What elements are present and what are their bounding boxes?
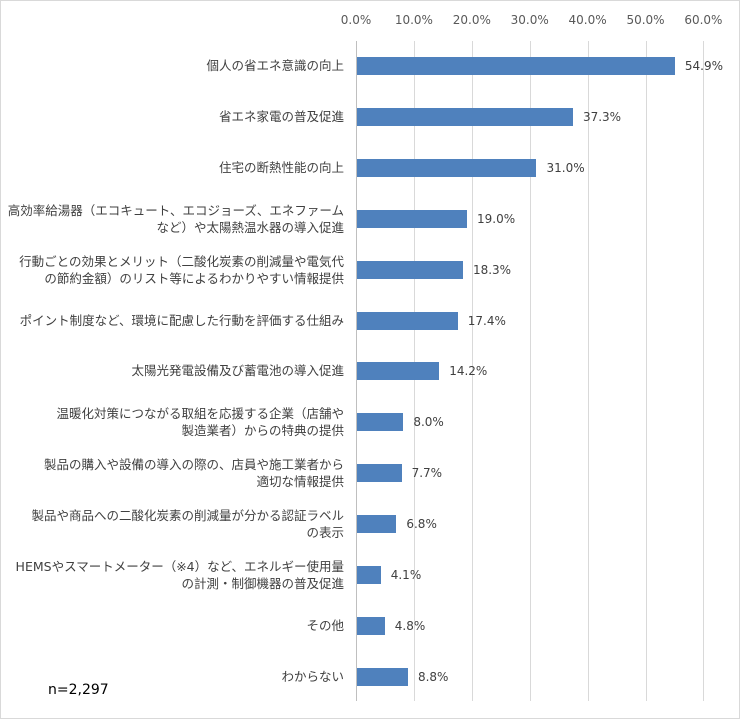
value-label: 7.7%: [411, 466, 443, 481]
x-tick-label: 20.0%: [452, 13, 491, 27]
category-label: 高効率給湯器（エコキュート、エコジョーズ、エネファーム など）や太陽熱温水器の導入…: [7, 202, 344, 235]
value-label: 19.0%: [477, 211, 516, 226]
value-label: 8.0%: [413, 415, 444, 430]
value-label: 8.8%: [417, 669, 449, 684]
bar: [357, 260, 463, 279]
bar: [357, 311, 458, 330]
gridline: [703, 41, 704, 701]
bar: [357, 566, 381, 584]
gridline: [472, 41, 473, 701]
x-tick-label: 30.0%: [510, 13, 549, 27]
category-label: 製品や商品への二酸化炭素の削減量が分かる認証ラベル の表示: [31, 508, 344, 541]
value-label: 6.8%: [406, 517, 437, 532]
value-label: 4.8%: [394, 618, 426, 633]
value-label: 17.4%: [467, 313, 506, 328]
category-label: 太陽光発電設備及び蓄電池の導入促進: [131, 363, 344, 379]
gridline: [588, 41, 589, 701]
bar: [357, 616, 385, 635]
bar: [357, 515, 397, 534]
bar: [357, 57, 675, 75]
x-tick-label: 40.0%: [568, 13, 607, 27]
sample-size-note: n=2,297: [48, 682, 109, 698]
value-label: 31.0%: [546, 160, 585, 175]
value-label: 4.1%: [390, 568, 422, 582]
category-label: その他: [306, 617, 344, 633]
bar: [357, 464, 402, 483]
category-label: 製品の購入や設備の導入の際の、店員や施工業者から 適切な情報提供: [43, 457, 344, 490]
y-axis-line: [356, 41, 357, 701]
bar: [357, 209, 467, 228]
gridline: [530, 41, 531, 701]
value-label: 18.3%: [472, 262, 512, 277]
bar: [357, 362, 440, 381]
bar: [357, 158, 537, 177]
category-label: わからない: [281, 668, 344, 684]
x-tick-label: 10.0%: [394, 13, 433, 27]
x-tick-label: 50.0%: [626, 13, 665, 27]
category-label: HEMSやスマートメーター（※4）など、エネルギー使用量 の計測・制御機器の普及促…: [15, 559, 344, 591]
bar: [357, 667, 408, 686]
category-label: 温暖化対策につながる取組を応援する企業（店舗や 製造業者）からの特典の提供: [56, 406, 344, 439]
value-label: 37.3%: [582, 109, 622, 124]
x-tick-label: 0.0%: [340, 13, 372, 27]
category-label: 省エネ家電の普及促進: [218, 108, 344, 124]
category-label: 個人の省エネ意識の向上: [206, 58, 344, 73]
value-label: 54.9%: [684, 59, 723, 73]
value-label: 14.2%: [449, 364, 488, 379]
gridline: [646, 41, 647, 701]
category-label: 行動ごとの効果とメリット（二酸化炭素の削減量や電気代 の節約金額）のリスト等による…: [19, 253, 344, 286]
bar: [357, 413, 404, 432]
x-tick-label: 60.0%: [684, 13, 723, 27]
category-label: 住宅の断熱性能の向上: [218, 159, 344, 175]
category-label: ポイント制度など、環境に配慮した行動を評価する仕組み: [19, 312, 344, 328]
bar: [357, 107, 573, 126]
